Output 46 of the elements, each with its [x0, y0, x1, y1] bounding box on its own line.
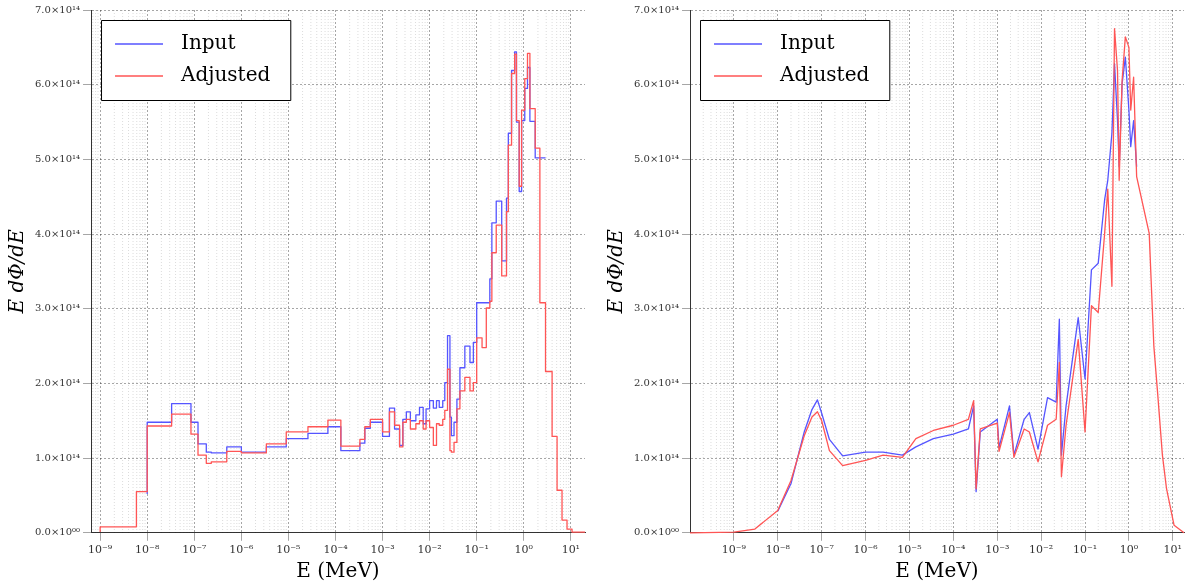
y-axis-title: E dΦ/dE — [4, 228, 29, 315]
x-tick-label: 10¹ — [1163, 543, 1183, 557]
y-tick-label: 0.0×10⁰⁰ — [633, 526, 680, 538]
y-tick-label: 6.0×10¹⁴ — [34, 78, 81, 90]
x-tick-label: 10⁰ — [514, 543, 534, 557]
y-tick-label: 7.0×10¹⁴ — [633, 3, 680, 15]
x-axis-title: E (MeV) — [895, 558, 979, 583]
x-tick-label: 10⁻¹ — [1072, 543, 1098, 557]
x-tick-label: 10⁻⁷ — [182, 543, 207, 557]
x-tick-label: 10⁻⁵ — [897, 543, 922, 557]
x-tick-label: 10⁻⁴ — [323, 543, 349, 557]
x-tick-label: 10⁻² — [1029, 543, 1054, 557]
x-tick-label: 10⁻⁸ — [135, 543, 160, 557]
y-tick-label: 5.0×10¹⁴ — [633, 152, 680, 164]
x-tick-label: 10⁻⁶ — [853, 543, 879, 557]
y-tick-label: 1.0×10¹⁴ — [34, 451, 81, 463]
y-tick-label: 4.0×10¹⁴ — [34, 227, 81, 239]
x-tick-label: 10⁰ — [1119, 543, 1139, 557]
x-tick-label: 10¹ — [561, 543, 581, 557]
x-axis-title: E (MeV) — [296, 558, 380, 583]
legend-label: Adjusted — [180, 62, 271, 87]
x-tick-label: 10⁻⁶ — [229, 543, 255, 557]
legend-label: Input — [780, 30, 835, 55]
x-tick-label: 10⁻² — [417, 543, 442, 557]
y-tick-label: 7.0×10¹⁴ — [34, 3, 81, 15]
x-tick-label: 10⁻⁹ — [88, 543, 113, 557]
y-tick-label: 2.0×10¹⁴ — [34, 377, 81, 389]
x-tick-label: 10⁻⁸ — [765, 543, 791, 557]
x-tick-label: 10⁻¹ — [464, 543, 489, 557]
legend-label: Adjusted — [779, 62, 870, 87]
x-tick-label: 10⁻⁵ — [276, 543, 301, 557]
y-tick-label: 3.0×10¹⁴ — [633, 302, 680, 314]
x-tick-label: 10⁻³ — [370, 543, 395, 557]
y-tick-label: 6.0×10¹⁴ — [633, 78, 680, 90]
y-tick-label: 3.0×10¹⁴ — [34, 302, 81, 314]
y-tick-label: 5.0×10¹⁴ — [34, 152, 81, 164]
legend-label: Input — [181, 30, 236, 55]
x-tick-label: 10⁻⁹ — [721, 543, 747, 557]
y-axis-title: E dΦ/dE — [603, 228, 628, 315]
x-tick-label: 10⁻⁷ — [809, 543, 835, 557]
y-tick-label: 2.0×10¹⁴ — [633, 377, 680, 389]
y-tick-label: 0.0×10⁰⁰ — [34, 526, 81, 538]
x-tick-label: 10⁻⁴ — [941, 543, 967, 557]
y-tick-label: 4.0×10¹⁴ — [633, 227, 680, 239]
x-tick-label: 10⁻³ — [985, 543, 1010, 557]
y-tick-label: 1.0×10¹⁴ — [633, 451, 680, 463]
